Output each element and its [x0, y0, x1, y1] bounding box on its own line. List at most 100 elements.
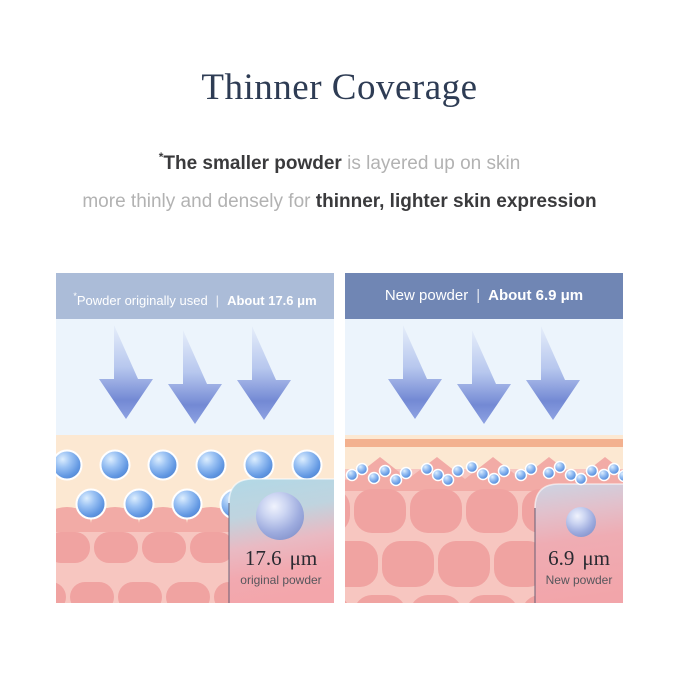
powder-particle: [123, 488, 155, 520]
powder-particle: [553, 460, 567, 474]
new-powder-particles: [345, 460, 623, 487]
powder-particle: [378, 464, 392, 478]
powder-particle: [389, 473, 403, 487]
powder-particle: [524, 462, 538, 476]
powder-particle: [476, 467, 490, 481]
powder-particle: [487, 472, 501, 486]
size-number: 6.9: [548, 546, 574, 570]
powder-particle: [147, 449, 179, 481]
new-powder-header: New powder | About 6.9 μm: [345, 273, 623, 319]
skin-cell: [382, 541, 434, 587]
powder-particle: [99, 449, 131, 481]
powder-particle: [441, 473, 455, 487]
skin-cell: [56, 532, 90, 563]
powder-size-value: 6.9 μm: [548, 546, 610, 570]
subtitle-rest-1: is layered up on skin: [341, 153, 521, 174]
powder-particle: [291, 449, 323, 481]
powder-particle: [451, 464, 465, 478]
original-powder-header: *Powder originally used | About 17.6 μm: [56, 273, 334, 319]
powder-particle: [367, 471, 381, 485]
falling-powder-arrows: [99, 325, 291, 424]
skin-cell: [438, 541, 490, 587]
skin-cell: [345, 541, 378, 587]
down-arrow-icon: [168, 330, 222, 424]
powder-particle: [171, 488, 203, 520]
skin-cell: [118, 582, 162, 603]
powder-particle: [574, 472, 588, 486]
skin-cell: [354, 489, 406, 533]
original-powder-magnifier-card: 17.6 μm original powder: [228, 478, 334, 603]
subtitle-line-1: *The smaller powder is layered up on ski…: [0, 138, 679, 183]
powder-particle: [465, 460, 479, 474]
powder-particle: [399, 466, 413, 480]
skin-cell: [410, 489, 462, 533]
skin-cell: [166, 582, 210, 603]
down-arrow-icon: [388, 325, 442, 419]
skin-cell: [357, 595, 403, 603]
card-top-edge: [228, 478, 334, 504]
header-divider: |: [476, 287, 481, 304]
powder-particle: [585, 464, 599, 478]
original-powder-particles: [56, 449, 323, 520]
powder-particle: [542, 466, 556, 480]
powder-particle: [431, 468, 445, 482]
powder-particle: [195, 449, 227, 481]
stratum-corneum-strip: [345, 439, 623, 447]
size-number: 17.6: [245, 546, 282, 570]
new-powder-magnifier-card: 6.9 μm New powder: [534, 483, 623, 603]
original-powder-illustration: 17.6 μm original powder: [56, 319, 334, 603]
down-arrow-icon: [457, 330, 511, 424]
skin-cell: [70, 582, 114, 603]
down-arrow-icon: [99, 325, 153, 419]
comparison-panels: *Powder originally used | About 17.6 μm: [0, 273, 679, 603]
new-powder-sphere: [566, 507, 596, 537]
magnifier-card-background: [229, 479, 334, 603]
powder-particle: [243, 449, 275, 481]
new-powder-illustration: 6.9 μm New powder: [345, 319, 623, 603]
asterisk-mark: *: [73, 291, 77, 301]
subtitle-line-2: more thinly and densely for thinner, lig…: [0, 183, 679, 221]
header-divider: |: [215, 293, 220, 308]
size-unit: μm: [290, 546, 318, 570]
skin-cell: [190, 532, 234, 563]
skin-cell: [466, 489, 518, 533]
down-arrow-icon: [237, 326, 291, 420]
powder-particle: [597, 468, 611, 482]
powder-particle: [514, 468, 528, 482]
powder-particle: [617, 469, 623, 483]
skin-cell: [56, 582, 66, 603]
skin-cell: [413, 595, 459, 603]
new-header-label: New powder: [384, 287, 469, 304]
powder-particle: [420, 462, 434, 476]
skin-cell: [142, 532, 186, 563]
size-unit: μm: [582, 546, 610, 570]
falling-powder-arrows: [388, 325, 580, 424]
new-header-value: About 6.9 μm: [488, 287, 584, 304]
powder-size-value: 17.6 μm: [245, 546, 317, 570]
skin-cell: [345, 494, 350, 528]
card-top-edge: [534, 483, 623, 509]
skin-cell: [94, 532, 138, 563]
powder-particle: [345, 468, 359, 482]
original-header-value: About 17.6 μm: [227, 293, 317, 308]
subtitle-rest-2: more thinly and densely for: [82, 191, 316, 212]
original-header-label: Powder originally used: [76, 293, 208, 308]
powder-size-label: New powder: [546, 573, 613, 587]
asterisk-mark: *: [158, 150, 164, 164]
powder-particle: [607, 462, 621, 476]
page-title: Thinner Coverage: [201, 67, 478, 108]
skin-cell: [494, 541, 546, 587]
powder-particle: [497, 464, 511, 478]
powder-particle: [75, 488, 107, 520]
panel-original-powder: *Powder originally used | About 17.6 μm: [56, 273, 334, 603]
subtitle-emphasis-2: thinner, lighter skin expression: [315, 191, 597, 212]
panel-new-powder: New powder | About 6.9 μm: [345, 273, 623, 603]
original-powder-sphere: [256, 492, 304, 540]
down-arrow-icon: [526, 326, 580, 420]
powder-size-label: original powder: [240, 573, 321, 587]
subtitle: *The smaller powder is layered up on ski…: [0, 138, 679, 221]
magnifier-card-background: [535, 484, 623, 603]
subtitle-emphasis-1: The smaller powder: [163, 153, 342, 174]
powder-particle: [56, 449, 83, 481]
